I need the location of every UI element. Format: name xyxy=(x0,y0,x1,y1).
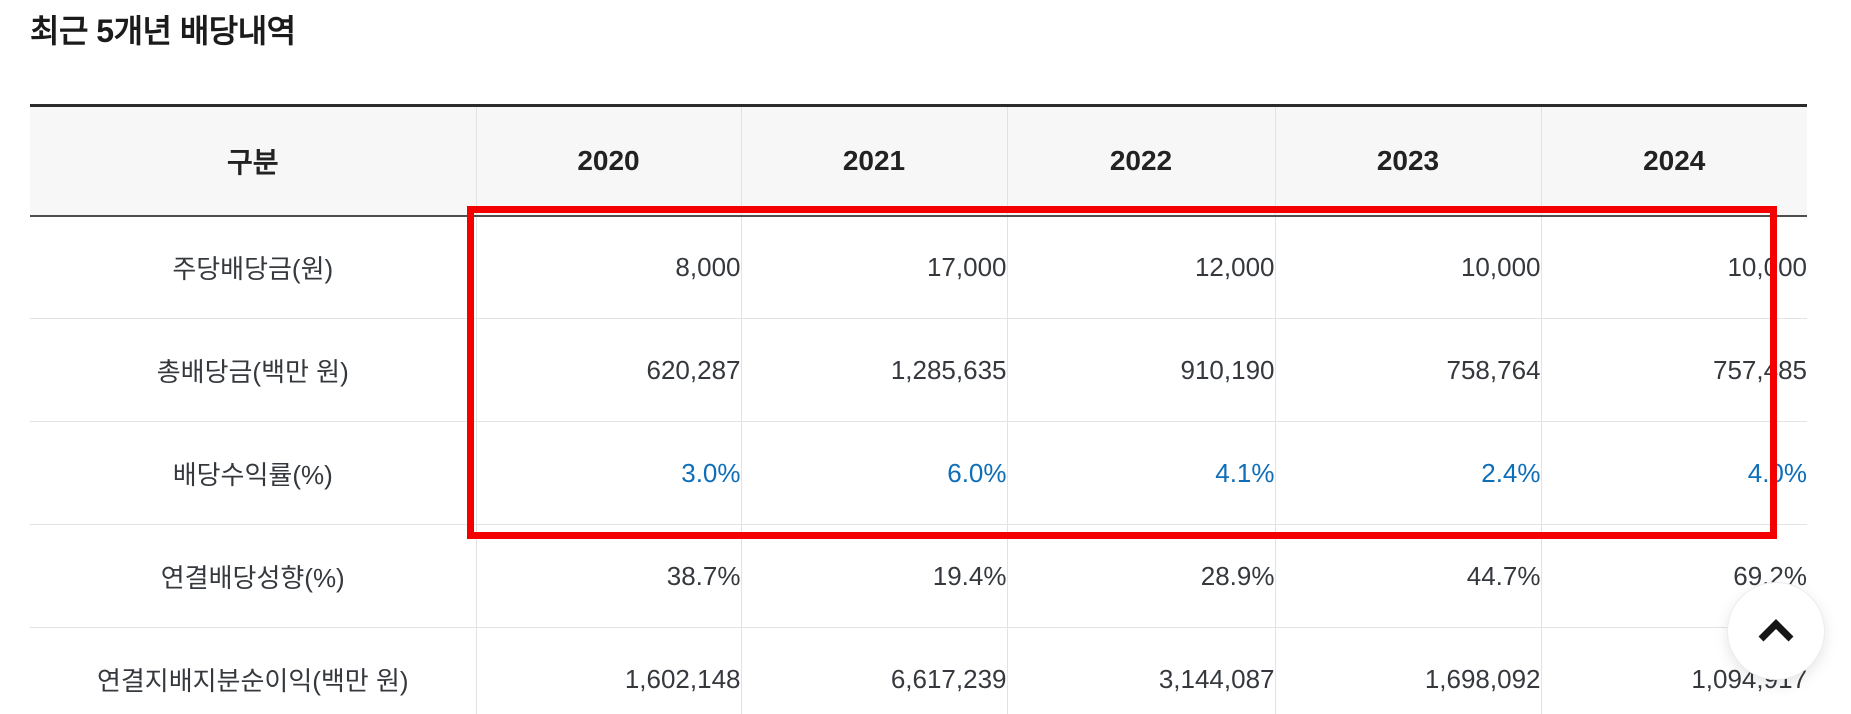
chevron-up-icon xyxy=(1756,618,1796,644)
table-row-payout-ratio: 연결배당성향(%) 38.7% 19.4% 28.9% 44.7% 69.2% xyxy=(30,524,1807,628)
year-header-2022: 2022 xyxy=(1006,104,1275,217)
page-title: 최근 5개년 배당내역 xyxy=(30,13,296,49)
value-cell: 910,190 xyxy=(1006,318,1275,422)
value-cell: 1,602,148 xyxy=(475,627,741,714)
value-cell: 44.7% xyxy=(1274,524,1541,628)
value-cell: 3,144,087 xyxy=(1006,627,1275,714)
value-cell: 6.0% xyxy=(740,421,1007,525)
dividend-history-table: 구분 2020 2021 2022 2023 2024 주당배당금(원) 8,0… xyxy=(30,104,1807,714)
table-row-total-dividend: 총배당금(백만 원) 620,287 1,285,635 910,190 758… xyxy=(30,318,1807,422)
row-label: 총배당금(백만 원) xyxy=(30,318,476,422)
row-label: 배당수익률(%) xyxy=(30,421,476,525)
value-cell: 28.9% xyxy=(1006,524,1275,628)
row-label: 연결지배지분순이익(백만 원) xyxy=(30,627,476,714)
value-cell: 1,094,917 xyxy=(1540,627,1807,714)
table-row-dividend-per-share: 주당배당금(원) 8,000 17,000 12,000 10,000 10,0… xyxy=(30,215,1807,319)
value-cell: 4.1% xyxy=(1006,421,1275,525)
value-cell: 10,000 xyxy=(1274,215,1541,319)
value-cell: 38.7% xyxy=(475,524,741,628)
row-label: 주당배당금(원) xyxy=(30,215,476,319)
value-cell: 620,287 xyxy=(475,318,741,422)
row-label: 연결배당성향(%) xyxy=(30,524,476,628)
value-cell: 6,617,239 xyxy=(740,627,1007,714)
table-header-row: 구분 2020 2021 2022 2023 2024 xyxy=(30,104,1807,217)
value-cell: 1,285,635 xyxy=(740,318,1007,422)
value-cell: 17,000 xyxy=(740,215,1007,319)
value-cell: 2.4% xyxy=(1274,421,1541,525)
value-cell: 3.0% xyxy=(475,421,741,525)
year-header-2020: 2020 xyxy=(475,104,741,217)
value-cell: 4.0% xyxy=(1540,421,1807,525)
value-cell: 19.4% xyxy=(740,524,1007,628)
value-cell: 10,000 xyxy=(1540,215,1807,319)
value-cell: 758,764 xyxy=(1274,318,1541,422)
table-row-net-income: 연결지배지분순이익(백만 원) 1,602,148 6,617,239 3,14… xyxy=(30,627,1807,714)
value-cell: 757,485 xyxy=(1540,318,1807,422)
value-cell: 12,000 xyxy=(1006,215,1275,319)
year-header-2023: 2023 xyxy=(1274,104,1541,217)
scroll-to-top-button[interactable] xyxy=(1727,582,1825,680)
year-header-2021: 2021 xyxy=(740,104,1007,217)
value-cell: 1,698,092 xyxy=(1274,627,1541,714)
category-header: 구분 xyxy=(30,104,476,217)
value-cell: 8,000 xyxy=(475,215,741,319)
year-header-2024: 2024 xyxy=(1540,104,1807,217)
table-row-dividend-yield: 배당수익률(%) 3.0% 6.0% 4.1% 2.4% 4.0% xyxy=(30,421,1807,525)
